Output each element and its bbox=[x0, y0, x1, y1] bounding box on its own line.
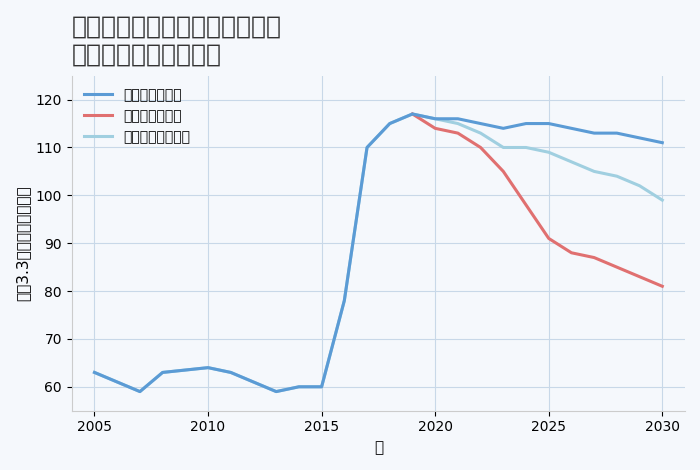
グッドシナリオ bbox=[295, 384, 303, 390]
バッドシナリオ bbox=[522, 202, 530, 208]
Text: 愛知県名古屋市中村区名西通の
中古戸建ての価格推移: 愛知県名古屋市中村区名西通の 中古戸建ての価格推移 bbox=[72, 15, 282, 67]
ノーマルシナリオ bbox=[567, 159, 575, 164]
ノーマルシナリオ bbox=[612, 173, 621, 179]
ノーマルシナリオ bbox=[636, 183, 644, 188]
グッドシナリオ bbox=[431, 116, 440, 122]
バッドシナリオ bbox=[590, 255, 598, 260]
ノーマルシナリオ bbox=[90, 369, 99, 375]
バッドシナリオ bbox=[499, 169, 508, 174]
グッドシナリオ bbox=[136, 389, 144, 394]
グッドシナリオ bbox=[454, 116, 462, 122]
ノーマルシナリオ bbox=[317, 384, 326, 390]
バッドシナリオ bbox=[454, 130, 462, 136]
ノーマルシナリオ bbox=[386, 121, 394, 126]
バッドシナリオ bbox=[408, 111, 416, 117]
グッドシナリオ bbox=[477, 121, 485, 126]
バッドシナリオ bbox=[545, 235, 553, 241]
Line: グッドシナリオ: グッドシナリオ bbox=[94, 114, 662, 392]
Y-axis label: 坪（3.3㎡）単価（万円）: 坪（3.3㎡）単価（万円） bbox=[15, 185, 30, 301]
バッドシナリオ bbox=[658, 283, 666, 289]
ノーマルシナリオ bbox=[272, 389, 281, 394]
グッドシナリオ bbox=[567, 125, 575, 131]
グッドシナリオ bbox=[386, 121, 394, 126]
グッドシナリオ bbox=[90, 369, 99, 375]
バッドシナリオ bbox=[431, 125, 440, 131]
ノーマルシナリオ bbox=[522, 145, 530, 150]
グッドシナリオ bbox=[499, 125, 508, 131]
グッドシナリオ bbox=[612, 130, 621, 136]
グッドシナリオ bbox=[317, 384, 326, 390]
Legend: グッドシナリオ, バッドシナリオ, ノーマルシナリオ: グッドシナリオ, バッドシナリオ, ノーマルシナリオ bbox=[78, 83, 196, 149]
ノーマルシナリオ bbox=[204, 365, 212, 370]
グッドシナリオ bbox=[158, 369, 167, 375]
ノーマルシナリオ bbox=[477, 130, 485, 136]
グッドシナリオ bbox=[522, 121, 530, 126]
グッドシナリオ bbox=[658, 140, 666, 146]
グッドシナリオ bbox=[272, 389, 281, 394]
グッドシナリオ bbox=[340, 298, 349, 304]
グッドシナリオ bbox=[204, 365, 212, 370]
Line: ノーマルシナリオ: ノーマルシナリオ bbox=[94, 114, 662, 392]
グッドシナリオ bbox=[545, 121, 553, 126]
バッドシナリオ bbox=[636, 274, 644, 280]
ノーマルシナリオ bbox=[499, 145, 508, 150]
ノーマルシナリオ bbox=[431, 116, 440, 122]
グッドシナリオ bbox=[227, 369, 235, 375]
バッドシナリオ bbox=[567, 250, 575, 256]
グッドシナリオ bbox=[408, 111, 416, 117]
ノーマルシナリオ bbox=[136, 389, 144, 394]
グッドシナリオ bbox=[363, 145, 371, 150]
ノーマルシナリオ bbox=[158, 369, 167, 375]
ノーマルシナリオ bbox=[658, 197, 666, 203]
ノーマルシナリオ bbox=[363, 145, 371, 150]
ノーマルシナリオ bbox=[408, 111, 416, 117]
グッドシナリオ bbox=[590, 130, 598, 136]
バッドシナリオ bbox=[477, 145, 485, 150]
ノーマルシナリオ bbox=[454, 121, 462, 126]
ノーマルシナリオ bbox=[590, 169, 598, 174]
バッドシナリオ bbox=[612, 264, 621, 270]
グッドシナリオ bbox=[636, 135, 644, 141]
ノーマルシナリオ bbox=[545, 149, 553, 155]
X-axis label: 年: 年 bbox=[374, 440, 383, 455]
ノーマルシナリオ bbox=[295, 384, 303, 390]
ノーマルシナリオ bbox=[340, 298, 349, 304]
Line: バッドシナリオ: バッドシナリオ bbox=[412, 114, 662, 286]
ノーマルシナリオ bbox=[227, 369, 235, 375]
